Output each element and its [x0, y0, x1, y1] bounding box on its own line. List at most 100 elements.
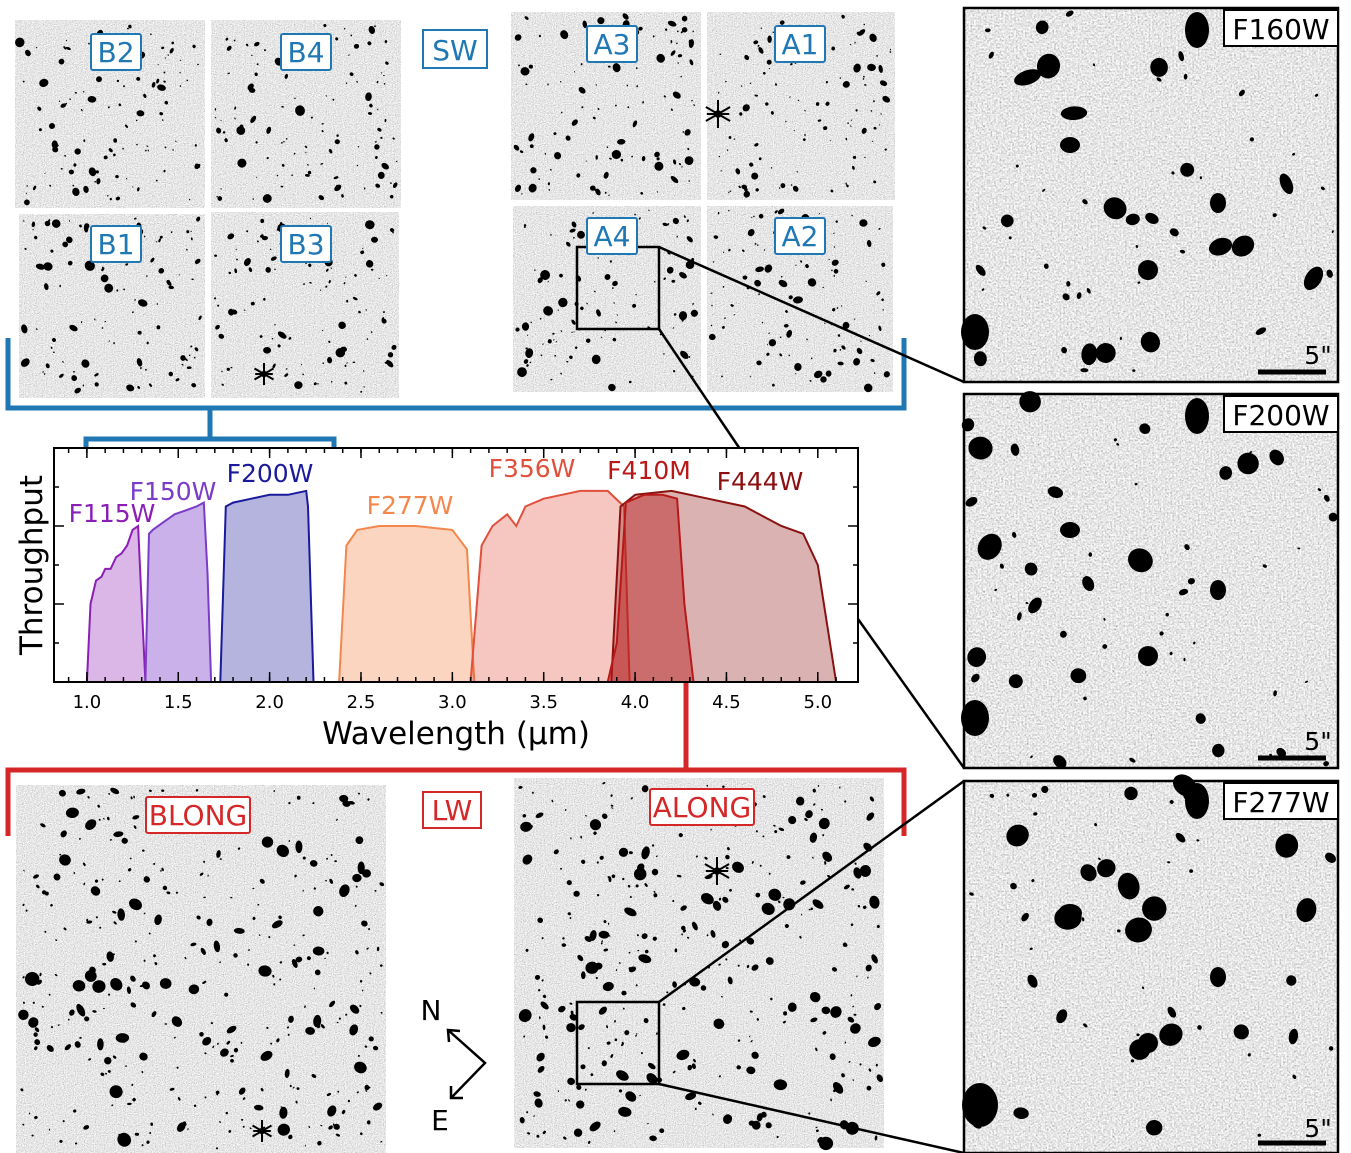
galaxy-blob [870, 358, 875, 363]
galaxy-blob [833, 274, 835, 277]
galaxy-blob [344, 364, 347, 367]
galaxy-blob [368, 25, 376, 35]
galaxy-blob [276, 844, 289, 858]
galaxy-blob [722, 785, 725, 788]
galaxy-blob [631, 155, 633, 158]
galaxy-blob [621, 1041, 624, 1044]
galaxy-blob [61, 361, 64, 363]
galaxy-blob [125, 1065, 128, 1067]
galaxy-blob [65, 39, 68, 42]
galaxy-blob [216, 127, 222, 134]
galaxy-blob [776, 1135, 779, 1139]
compass-north: N [421, 994, 442, 1027]
galaxy-blob [349, 1024, 359, 1036]
galaxy-blob [820, 808, 824, 811]
galaxy-blob [142, 849, 145, 852]
galaxy-blob [813, 803, 816, 806]
bright-galaxy [1185, 783, 1209, 819]
galaxy-blob [842, 321, 850, 330]
galaxy-blob [523, 224, 527, 227]
galaxy-blob [265, 267, 271, 273]
galaxy-blob [241, 1118, 244, 1121]
galaxy-blob [346, 362, 348, 364]
galaxy-blob [1135, 245, 1139, 248]
galaxy-blob [595, 976, 598, 980]
galaxy-blob [234, 106, 237, 110]
galaxy-blob [167, 54, 169, 56]
galaxy-blob [574, 71, 575, 73]
area-f200w [220, 490, 314, 682]
galaxy-blob [380, 136, 383, 139]
galaxy-blob [629, 896, 632, 898]
galaxy-blob [190, 942, 197, 947]
galaxy-blob [1015, 164, 1019, 168]
galaxy-blob [859, 865, 872, 877]
galaxy-blob [538, 34, 542, 38]
galaxy-blob [194, 144, 197, 147]
galaxy-blob [1036, 53, 1061, 79]
galaxy-blob [693, 1058, 696, 1063]
galaxy-blob [638, 26, 643, 31]
galaxy-blob [651, 844, 655, 847]
galaxy-blob [694, 1107, 697, 1111]
galaxy-blob [601, 1060, 607, 1067]
galaxy-blob [65, 807, 79, 819]
galaxy-blob [855, 109, 858, 112]
galaxy-blob [677, 62, 679, 64]
galaxy-blob [863, 23, 866, 26]
galaxy-blob [75, 1142, 78, 1145]
detector-label-box [90, 225, 142, 263]
galaxy-blob [739, 939, 742, 942]
galaxy-blob [676, 874, 682, 878]
galaxy-blob [538, 1016, 541, 1020]
galaxy-blob [357, 146, 360, 148]
galaxy-blob [204, 1052, 207, 1055]
galaxy-blob [321, 329, 324, 332]
galaxy-blob [821, 1006, 831, 1015]
galaxy-blob [1325, 852, 1336, 863]
galaxy-blob [1019, 391, 1041, 413]
galaxy-blob [1269, 753, 1273, 757]
galaxy-blob [627, 884, 631, 888]
galaxy-blob [773, 824, 776, 827]
galaxy-blob [679, 272, 687, 279]
galaxy-blob [514, 184, 522, 193]
galaxy-blob [374, 141, 377, 143]
galaxy-blob [728, 136, 732, 139]
galaxy-blob [279, 961, 283, 964]
detector-label-b3: B3 [287, 228, 324, 261]
galaxy-blob [519, 150, 524, 154]
bright-galaxy [1058, 904, 1082, 922]
galaxy-blob [595, 155, 598, 160]
galaxy-blob [1080, 368, 1089, 373]
galaxy-blob [35, 46, 38, 49]
galaxy-blob [318, 195, 325, 201]
galaxy-blob [73, 1109, 77, 1113]
galaxy-blob [140, 367, 142, 370]
galaxy-blob [38, 128, 42, 132]
galaxy-blob [792, 901, 795, 903]
galaxy-blob [749, 162, 754, 167]
galaxy-blob [732, 861, 744, 873]
galaxy-blob [52, 146, 59, 153]
star-spike [253, 363, 275, 385]
galaxy-blob [389, 182, 392, 184]
galaxy-blob [519, 1117, 525, 1124]
galaxy-blob [612, 63, 621, 73]
curve-label-f356w: F356W [489, 454, 576, 483]
galaxy-blob [1081, 917, 1085, 922]
galaxy-blob [230, 1058, 234, 1063]
galaxy-blob [571, 221, 577, 228]
galaxy-blob [60, 103, 67, 108]
galaxy-blob [387, 352, 394, 358]
galaxy-blob [748, 1035, 751, 1038]
galaxy-blob [311, 1074, 317, 1078]
galaxy-blob [131, 1083, 134, 1087]
galaxy-blob [882, 309, 884, 311]
galaxy-blob [108, 148, 113, 153]
galaxy-blob [80, 321, 83, 324]
galaxy-blob [305, 173, 310, 177]
galaxy-blob [151, 1011, 157, 1018]
galaxy-blob [43, 373, 46, 375]
galaxy-blob [147, 149, 149, 152]
